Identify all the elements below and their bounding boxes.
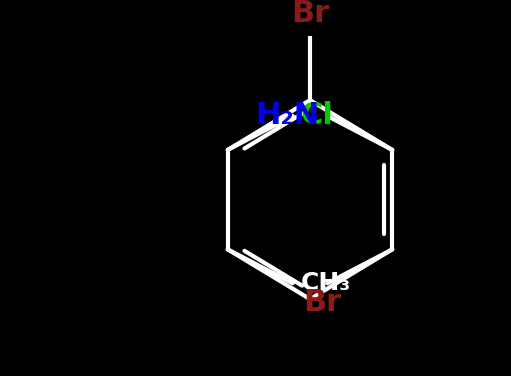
Text: CH₃: CH₃	[300, 271, 351, 295]
Text: Br: Br	[291, 0, 329, 28]
Text: Cl: Cl	[300, 102, 334, 130]
Text: Br: Br	[303, 288, 341, 317]
Text: H₂N: H₂N	[255, 102, 319, 130]
